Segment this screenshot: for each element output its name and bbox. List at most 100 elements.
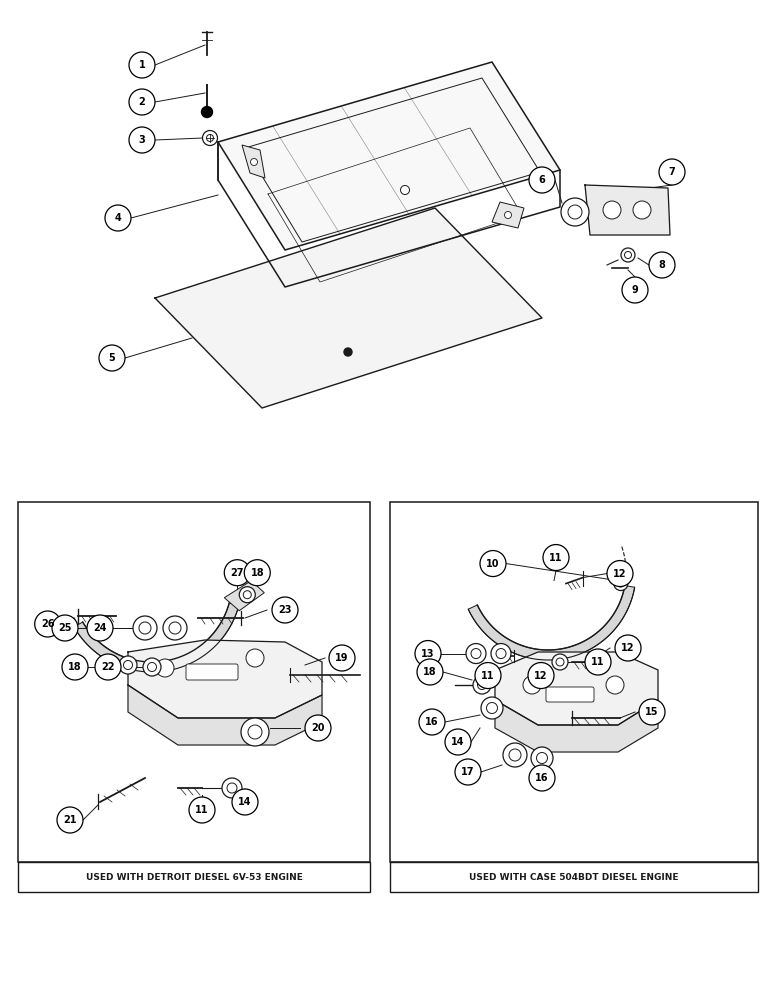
Text: 5: 5 [109, 353, 115, 363]
Circle shape [481, 697, 503, 719]
Circle shape [471, 649, 481, 659]
PathPatch shape [74, 603, 239, 672]
Text: 24: 24 [93, 623, 107, 633]
Circle shape [556, 658, 564, 666]
Circle shape [143, 658, 161, 676]
Circle shape [537, 752, 547, 764]
Text: 8: 8 [659, 260, 665, 270]
Text: 22: 22 [101, 662, 115, 672]
Text: 11: 11 [195, 805, 208, 815]
Circle shape [87, 615, 113, 641]
Circle shape [201, 106, 212, 117]
Text: 18: 18 [68, 662, 82, 672]
Circle shape [568, 205, 582, 219]
Circle shape [445, 729, 471, 755]
Circle shape [163, 616, 187, 640]
PathPatch shape [469, 586, 635, 660]
Circle shape [529, 167, 555, 193]
Circle shape [225, 560, 250, 586]
Circle shape [491, 644, 511, 664]
Circle shape [139, 622, 151, 634]
Text: 7: 7 [669, 167, 676, 177]
Circle shape [129, 127, 155, 153]
Circle shape [415, 641, 441, 667]
Circle shape [531, 747, 553, 769]
Bar [18, 862, 370, 892]
Text: 12: 12 [534, 671, 548, 681]
Circle shape [124, 660, 133, 670]
Circle shape [62, 654, 88, 680]
Circle shape [241, 718, 269, 746]
Bar [390, 862, 758, 892]
Text: 11: 11 [591, 657, 604, 667]
Text: 21: 21 [63, 815, 76, 825]
Polygon shape [128, 685, 322, 745]
Circle shape [606, 676, 624, 694]
Circle shape [189, 797, 215, 823]
Text: 20: 20 [311, 723, 325, 733]
Circle shape [419, 709, 445, 735]
Text: 13: 13 [422, 649, 435, 659]
Circle shape [480, 551, 506, 577]
Circle shape [523, 676, 541, 694]
Circle shape [244, 560, 270, 586]
Text: USED WITH CASE 504BDT DIESEL ENGINE: USED WITH CASE 504BDT DIESEL ENGINE [469, 872, 679, 882]
Circle shape [105, 205, 131, 231]
Circle shape [206, 135, 214, 142]
Polygon shape [495, 700, 658, 752]
Circle shape [232, 789, 258, 815]
Polygon shape [218, 62, 560, 250]
Polygon shape [225, 581, 264, 611]
Circle shape [222, 778, 242, 798]
Text: 26: 26 [41, 619, 55, 629]
Circle shape [614, 577, 628, 591]
Text: 12: 12 [621, 643, 635, 653]
Circle shape [473, 676, 491, 694]
Circle shape [129, 52, 155, 78]
Circle shape [585, 649, 611, 675]
Circle shape [35, 611, 61, 637]
Text: 16: 16 [425, 717, 438, 727]
Text: 18: 18 [423, 667, 437, 677]
Text: 14: 14 [452, 737, 465, 747]
Polygon shape [128, 640, 322, 718]
Circle shape [272, 597, 298, 623]
Circle shape [57, 807, 83, 833]
Text: 2: 2 [139, 97, 145, 107]
Text: 14: 14 [239, 797, 252, 807]
Circle shape [248, 725, 262, 739]
Text: 16: 16 [535, 773, 549, 783]
Circle shape [147, 662, 157, 672]
Circle shape [633, 201, 651, 219]
Text: 3: 3 [139, 135, 145, 145]
Circle shape [202, 131, 218, 146]
Circle shape [528, 663, 554, 689]
Circle shape [561, 198, 589, 226]
Text: 4: 4 [114, 213, 121, 223]
Circle shape [227, 783, 237, 793]
Circle shape [401, 186, 409, 194]
Circle shape [621, 248, 635, 262]
FancyBboxPatch shape [186, 664, 238, 680]
Circle shape [486, 702, 497, 714]
Circle shape [622, 277, 648, 303]
Text: 6: 6 [539, 175, 545, 185]
Circle shape [639, 699, 665, 725]
Polygon shape [155, 208, 542, 408]
Circle shape [529, 765, 555, 791]
Text: 11: 11 [481, 671, 495, 681]
Text: USED WITH DETROIT DIESEL 6V-53 ENGINE: USED WITH DETROIT DIESEL 6V-53 ENGINE [86, 872, 303, 882]
Text: 25: 25 [58, 623, 72, 633]
Bar [18, 502, 370, 862]
Circle shape [243, 591, 251, 599]
Circle shape [329, 645, 355, 671]
Text: 27: 27 [231, 568, 244, 578]
Circle shape [552, 654, 568, 670]
Circle shape [618, 580, 625, 587]
Text: 11: 11 [549, 553, 563, 563]
Circle shape [52, 615, 78, 641]
Circle shape [649, 252, 675, 278]
Circle shape [659, 159, 685, 185]
Circle shape [129, 89, 155, 115]
Circle shape [475, 663, 501, 689]
